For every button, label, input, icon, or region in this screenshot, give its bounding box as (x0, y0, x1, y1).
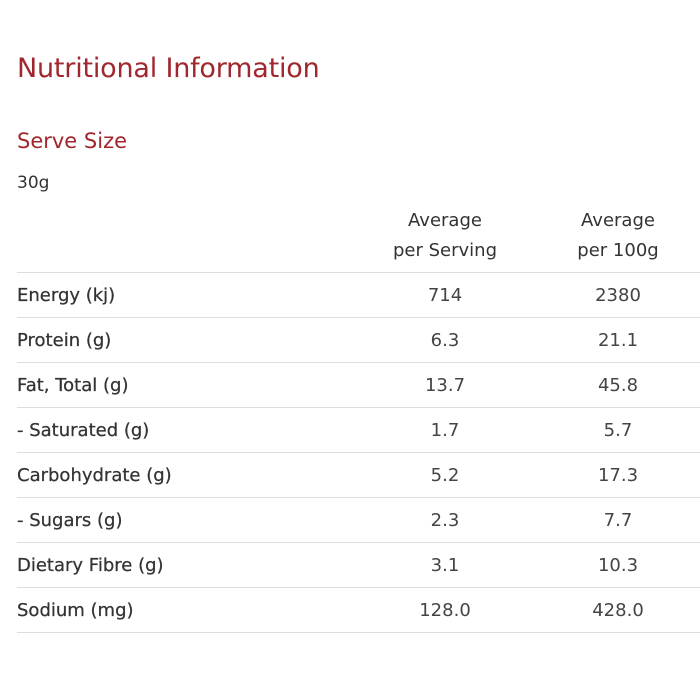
header-per-serving-line1: Average (408, 210, 482, 231)
header-label-empty (17, 206, 354, 273)
per-100g-value: 428.0 (592, 599, 644, 621)
serve-size-heading: Serve Size (17, 129, 128, 153)
per-serving-value: 13.7 (424, 374, 466, 396)
table-row: Fat, Total (g) 13.7 45.8 (17, 363, 700, 408)
per-serving-value: 128.0 (419, 599, 471, 621)
nutrient-label: Protein (g) (17, 329, 112, 351)
header-per-100g-line1: Average (581, 210, 655, 231)
header-per-100g-line2: per 100g (577, 240, 659, 261)
nutrient-label: Fat, Total (g) (17, 374, 129, 396)
per-serving-value: 6.3 (430, 329, 460, 351)
page-title: Nutritional Information (17, 53, 320, 84)
per-100g-value: 10.3 (597, 554, 639, 576)
serve-size-value: 30g (17, 173, 50, 193)
table-row: Dietary Fibre (g) 3.1 10.3 (17, 543, 700, 588)
per-100g-value: 7.7 (603, 509, 633, 531)
nutrition-table: Average per Serving Average per 100g Ene… (17, 206, 700, 633)
per-100g-value: 17.3 (597, 464, 639, 486)
table-row: Protein (g) 6.3 21.1 (17, 318, 700, 363)
table-row: Energy (kj) 714 2380 (17, 273, 700, 318)
per-serving-value: 714 (427, 284, 463, 306)
table-header-row: Average per Serving Average per 100g (17, 206, 700, 273)
header-per-100g: Average per 100g (536, 206, 700, 273)
per-100g-value: 45.8 (597, 374, 639, 396)
per-100g-value: 5.7 (603, 419, 633, 441)
per-100g-value: 2380 (595, 284, 641, 306)
nutrient-label: Energy (kj) (17, 284, 116, 306)
table-row: - Saturated (g) 1.7 5.7 (17, 408, 700, 453)
per-serving-value: 5.2 (430, 464, 460, 486)
per-100g-value: 21.1 (597, 329, 639, 351)
per-serving-value: 2.3 (430, 509, 460, 531)
table-row: Carbohydrate (g) 5.2 17.3 (17, 453, 700, 498)
header-per-serving-line2: per Serving (392, 240, 497, 261)
per-serving-value: 1.7 (430, 419, 460, 441)
nutrient-label: Dietary Fibre (g) (17, 554, 164, 576)
nutrient-label: - Saturated (g) (17, 419, 150, 441)
nutrient-label: Sodium (mg) (17, 599, 134, 621)
nutrient-label: - Sugars (g) (17, 509, 123, 531)
table-row: Sodium (mg) 128.0 428.0 (17, 588, 700, 633)
per-serving-value: 3.1 (430, 554, 460, 576)
nutrient-label: Carbohydrate (g) (17, 464, 172, 486)
header-per-serving: Average per Serving (354, 206, 536, 273)
table-row: - Sugars (g) 2.3 7.7 (17, 498, 700, 543)
